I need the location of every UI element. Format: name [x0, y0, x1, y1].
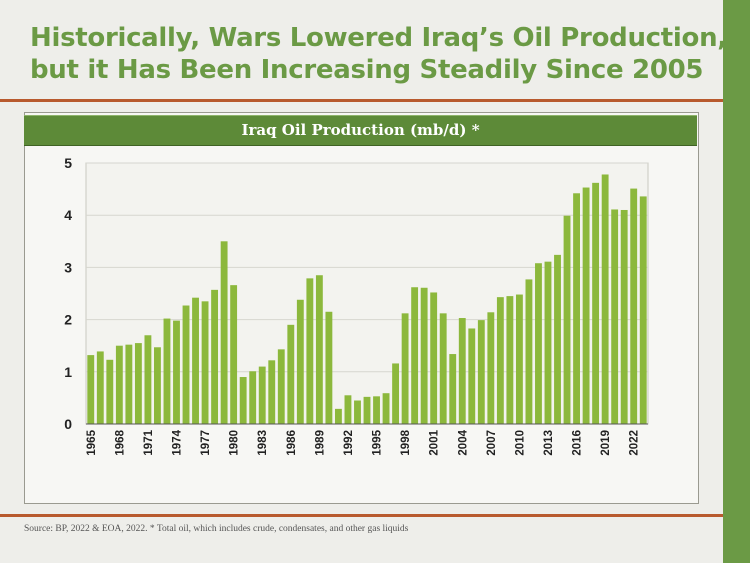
bar-1972: [154, 347, 161, 424]
bar-2017: [582, 187, 590, 424]
bar-1977: [201, 301, 209, 424]
bar-2004: [458, 318, 466, 424]
bar-1993: [354, 400, 361, 424]
y-tick-label: 2: [64, 312, 72, 328]
bar-2018: [592, 182, 600, 424]
bar-2016: [573, 193, 580, 424]
bar-2008: [496, 297, 504, 424]
bar-1989: [315, 275, 323, 424]
bar-1986: [287, 324, 295, 424]
bar-1992: [344, 395, 352, 424]
y-tick-label: 3: [64, 259, 72, 275]
x-axis-ticks: 1965 1968 1971 1974 1977 1980 1983 1986 1989 1992…: [86, 429, 641, 455]
y-tick-label: 1: [64, 364, 72, 380]
bar-2011: [525, 279, 533, 424]
top-divider: [0, 99, 723, 102]
bar-1968: [115, 345, 123, 424]
bar-1990: [325, 311, 333, 424]
bar-1976: [192, 297, 199, 424]
bar-1988: [306, 278, 314, 424]
bar-1995: [373, 396, 380, 424]
bar-1981: [239, 377, 247, 424]
x-tick-label: 1974: [171, 429, 183, 455]
bar-1997: [392, 363, 400, 424]
bar-1983: [258, 366, 266, 424]
bar-1984: [268, 360, 276, 424]
x-tick-label: 1977: [200, 430, 212, 456]
bar-2019: [601, 174, 609, 424]
bar-1996: [382, 393, 390, 424]
slide-title-line-1: Historically, Wars Lowered Iraq’s Oil Pr…: [30, 23, 727, 53]
bar-1967: [106, 359, 114, 424]
bar-1982: [249, 371, 257, 424]
bar-2002: [439, 313, 447, 424]
slide-title: Historically, Wars Lowered Iraq’s Oil Pr…: [30, 22, 727, 86]
x-tick-label: 2016: [572, 430, 584, 456]
bar-1966: [96, 351, 104, 424]
bar-1991: [334, 408, 342, 424]
bar-1975: [182, 305, 190, 424]
x-tick-label: 2019: [600, 430, 612, 456]
bar-1970: [134, 343, 142, 424]
bar-1980: [230, 285, 238, 424]
bar-1979: [220, 241, 228, 424]
chart-title: Iraq Oil Production (mb/d) *: [24, 115, 697, 146]
bar-1971: [144, 335, 152, 424]
slide-title-line-2: but it Has Been Increasing Steadily Sinc…: [30, 55, 704, 85]
bar-2010: [515, 294, 523, 424]
bar-1994: [363, 396, 371, 424]
bar-2003: [449, 354, 457, 424]
bar-2007: [487, 312, 495, 424]
bar-1978: [211, 289, 219, 424]
x-tick-label: 1980: [229, 430, 241, 456]
bar-1999: [411, 287, 419, 424]
x-tick-label: 1995: [372, 429, 384, 455]
bar-2021: [620, 209, 628, 424]
x-tick-label: 1986: [286, 430, 298, 456]
x-tick-label: 1983: [257, 430, 269, 456]
bar-1998: [401, 313, 409, 424]
bar-2013: [544, 261, 552, 424]
bar-1965: [87, 355, 95, 424]
right-accent-bar: [723, 0, 750, 563]
x-tick-label: 1968: [114, 429, 126, 455]
bar-2012: [535, 263, 542, 424]
bottom-divider: [0, 514, 723, 517]
x-tick-label: 2022: [629, 430, 641, 456]
x-tick-label: 2010: [514, 430, 526, 456]
y-tick-label: 0: [64, 416, 72, 432]
bar-2020: [611, 209, 619, 424]
bar-2000: [420, 287, 428, 424]
bar-1974: [173, 320, 180, 424]
bar-1987: [296, 299, 304, 424]
bar-2009: [506, 296, 514, 424]
y-tick-label: 5: [64, 155, 72, 171]
x-tick-label: 1971: [143, 429, 155, 455]
x-tick-label: 2004: [457, 429, 469, 455]
bars: [87, 174, 647, 424]
y-axis-ticks: 0 1 2 3 4 5: [64, 155, 72, 432]
bar-1985: [277, 349, 285, 424]
source-note: Source: BP, 2022 & EOA, 2022. * Total oi…: [24, 524, 409, 534]
x-tick-label: 2013: [543, 430, 555, 456]
bar-2005: [468, 328, 476, 424]
x-tick-label: 1965: [86, 429, 98, 455]
bar-2001: [430, 292, 438, 424]
bar-2014: [554, 254, 561, 424]
bar-2022: [630, 188, 638, 424]
bar-2023: [639, 196, 647, 424]
y-tick-label: 4: [64, 207, 72, 223]
x-tick-label: 1992: [343, 430, 355, 456]
bar-2015: [563, 215, 571, 424]
x-tick-label: 1998: [400, 429, 412, 455]
bar-1969: [125, 344, 133, 424]
x-tick-label: 2007: [486, 430, 498, 456]
x-tick-label: 2001: [429, 429, 441, 455]
x-tick-label: 1989: [314, 430, 326, 456]
bar-1973: [163, 318, 171, 424]
bar-2006: [477, 320, 485, 424]
